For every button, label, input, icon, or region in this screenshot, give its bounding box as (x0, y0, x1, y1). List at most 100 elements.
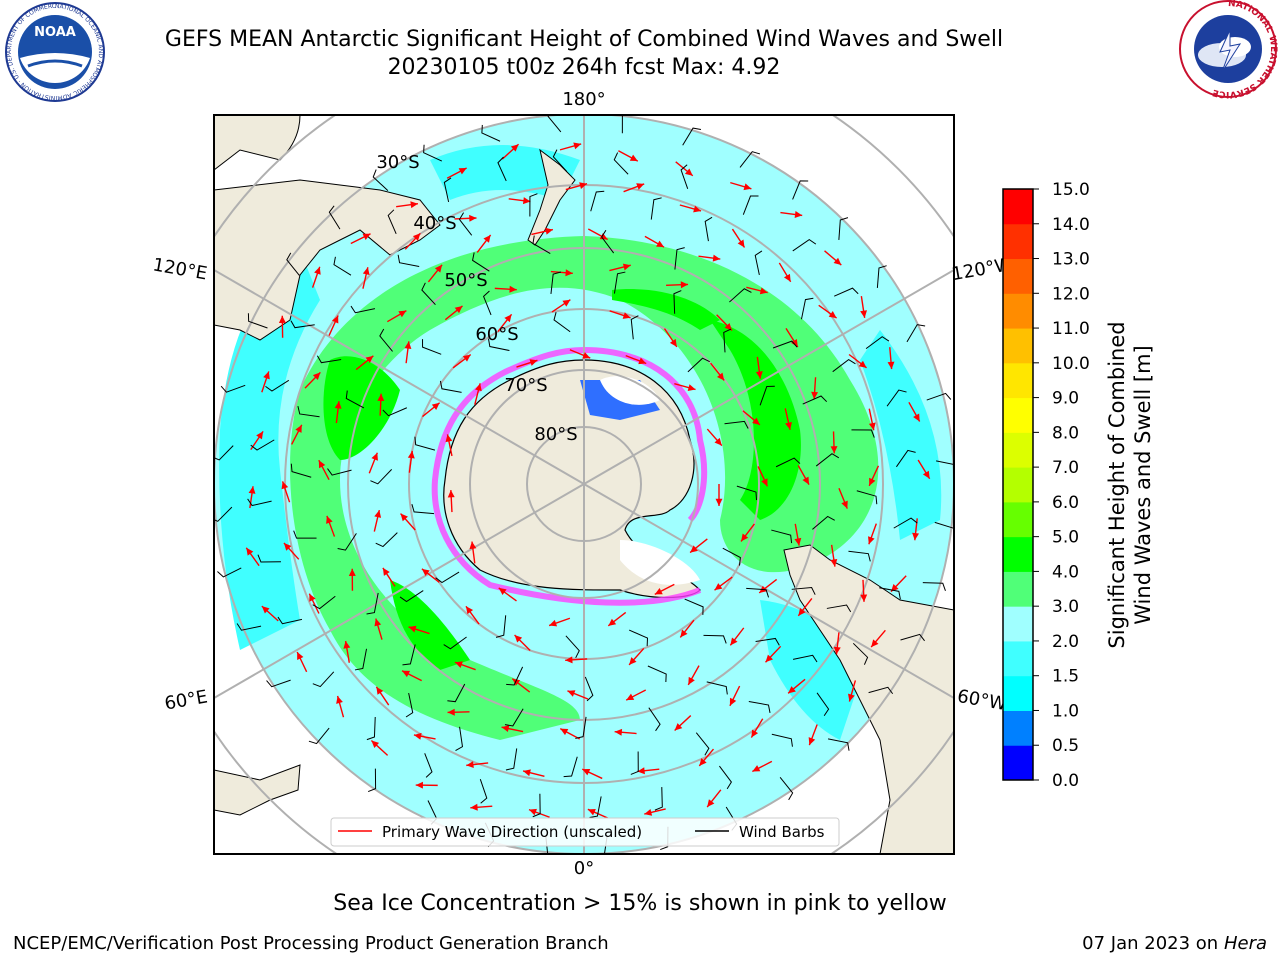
wave-arrowhead (475, 383, 482, 392)
wave-arrowhead (622, 312, 631, 319)
wave-arrowhead (674, 723, 683, 731)
wind-barb (936, 460, 954, 465)
wind-barb (838, 217, 849, 240)
wind-barb (848, 550, 871, 562)
wave-arrowhead (462, 354, 471, 362)
wave-arrowhead (629, 154, 638, 162)
wave-arrowhead (868, 422, 876, 431)
map-legend: Primary Wave Direction (unscaled) Wind B… (330, 817, 840, 847)
wave-arrowhead (470, 803, 478, 811)
colorbar-band (1003, 640, 1033, 677)
wind-barb (922, 582, 946, 591)
wind-barb (739, 151, 761, 168)
wave-arrowhead (693, 205, 702, 213)
colorbar-label-line1: Significant Height of Combined (1105, 321, 1129, 648)
wind-barb (286, 252, 300, 276)
wind-barb (856, 490, 878, 505)
wind-barb (547, 115, 562, 133)
wind-barb (754, 250, 763, 276)
wind-barb (366, 717, 376, 741)
wind-barb (852, 642, 869, 665)
wave-arrowhead (376, 686, 384, 695)
wind-barb (366, 592, 379, 615)
colorbar-band (1003, 258, 1033, 294)
wave-arrowhead (798, 608, 806, 616)
wave-arrowhead (841, 500, 848, 509)
colorbar-tick-label: 13.0 (1052, 250, 1090, 270)
wind-barb (220, 384, 246, 393)
wind-barb (613, 152, 629, 175)
wave-arrowhead (743, 183, 752, 191)
wave-arrowhead (528, 808, 537, 816)
wind-barb (682, 127, 702, 146)
wave-arrowhead (465, 606, 474, 615)
wind-barb (906, 324, 926, 343)
wind-barb (308, 727, 330, 745)
colorbar-tick-label: 0.5 (1052, 736, 1079, 756)
wave-arrowhead (707, 799, 715, 808)
wave-arrowhead (860, 594, 868, 602)
wave-arrowhead (582, 352, 591, 359)
wave-arrowhead (724, 322, 733, 331)
wind-barb (214, 506, 233, 522)
wave-arrowhead (314, 266, 321, 275)
wave-arrowhead (246, 547, 254, 556)
colorbar-band (1003, 606, 1033, 642)
wind-barb (729, 288, 752, 303)
wave-arrowhead (761, 478, 768, 487)
colorbar-tick-label: 3.0 (1052, 597, 1079, 617)
wave-arrowhead (377, 393, 385, 402)
wave-arrowhead (404, 341, 412, 349)
wave-arrowhead (483, 234, 491, 243)
wave-arrowhead (371, 452, 378, 461)
colorbar-tick-label: 4.0 (1052, 562, 1079, 582)
wave-arrowhead (398, 310, 407, 318)
wind-barb (695, 732, 710, 756)
wave-arrowhead (434, 264, 443, 273)
wave-arrowhead (765, 654, 773, 663)
wave-arrowhead (263, 371, 270, 380)
wave-arrowhead (504, 314, 512, 323)
lat-label-50s: 50°S (444, 270, 487, 291)
wind-barb (590, 190, 605, 212)
wind-barb (680, 164, 689, 189)
wave-arrowhead (466, 761, 474, 769)
wind-barb (724, 420, 749, 429)
wave-arrowhead (281, 481, 289, 490)
wave-arrowhead (808, 737, 816, 746)
wave-arrowhead (636, 183, 645, 190)
wind-barb (290, 463, 312, 478)
colorbar-tick-label: 0.0 (1052, 771, 1079, 791)
wind-barb (506, 666, 524, 686)
wind-barb (630, 315, 639, 340)
wind-barb (775, 457, 801, 468)
wave-arrowhead (469, 214, 477, 222)
wind-barb (447, 683, 466, 703)
wave-arrowhead (887, 361, 895, 370)
sea-ice-note: Sea Ice Concentration > 15% is shown in … (333, 891, 947, 916)
wind-barb (621, 115, 623, 134)
wave-arrowhead (348, 568, 356, 577)
wave-arrowhead (469, 541, 477, 550)
wave-arrowhead (755, 371, 763, 379)
wind-barb (648, 707, 661, 732)
wave-arrowhead (637, 767, 645, 775)
wind-barb (247, 498, 272, 507)
wave-arrowhead (638, 357, 647, 365)
wave-arrowhead (858, 360, 867, 368)
wave-arrowhead (382, 567, 390, 576)
wave-arrowhead (400, 513, 408, 522)
wave-arrowhead (582, 769, 591, 776)
wind-barb (868, 686, 894, 695)
wind-barb (893, 517, 918, 529)
colorbar-tick-label: 1.0 (1052, 701, 1079, 721)
wind-barbs (214, 115, 954, 854)
wave-arrowhead (688, 676, 695, 685)
wave-arrowhead (454, 661, 463, 668)
wind-barb (424, 753, 433, 778)
wave-direction-arrows (245, 142, 931, 819)
wave-arrowhead (512, 678, 521, 686)
wave-arrowhead (751, 729, 759, 738)
wind-barb (497, 156, 507, 182)
wind-barb (375, 532, 398, 548)
